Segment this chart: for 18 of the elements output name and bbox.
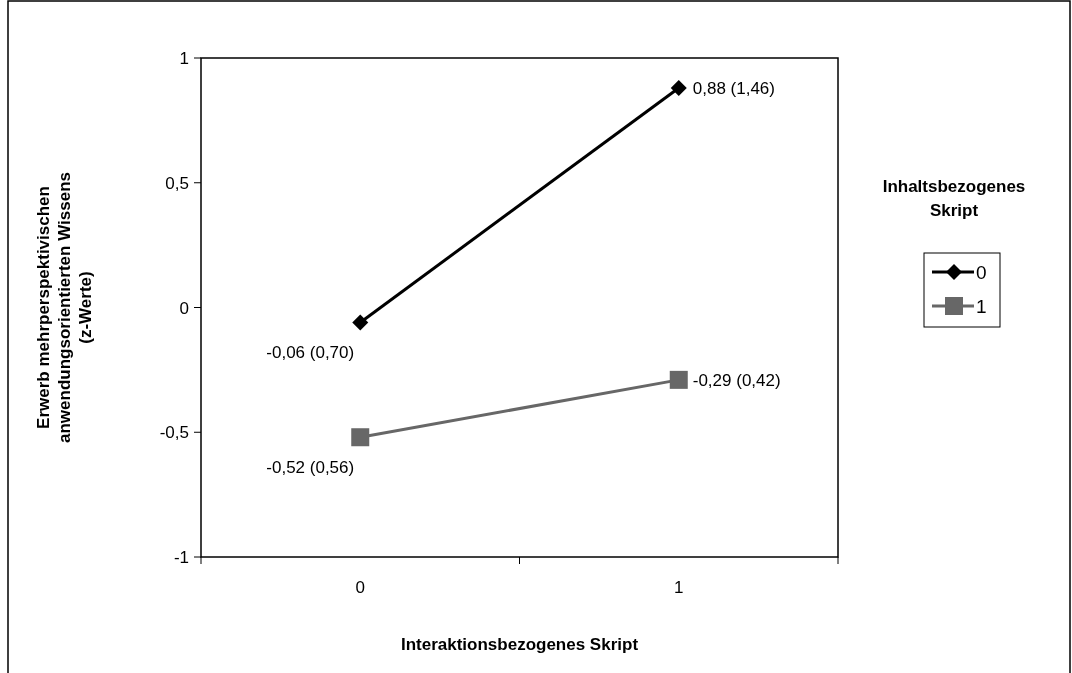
y-tick-label: -0,5	[159, 423, 189, 443]
y-tick-label: -1	[173, 548, 189, 567]
x-axis-title: Interaktionsbezogenes Skript	[400, 635, 639, 654]
point	[352, 314, 369, 331]
y-tick-label: 1	[179, 49, 189, 68]
data-label: -0,06 (0,70)	[266, 343, 355, 363]
data-label: -0,29 (0,42)	[692, 370, 781, 390]
y-axis-title: Erwerb mehrperspektivischen anwendungsorientierten Wissens (z-Werte)	[34, 172, 95, 443]
point	[670, 79, 687, 96]
legend-title: Inhaltsbezogenes Skript	[882, 177, 1026, 220]
data-label: -0,52 (0,56)	[266, 458, 355, 478]
legend-label: 1	[976, 296, 987, 317]
data-label: 0,88 (1,46)	[692, 78, 775, 98]
legend-label: 0	[976, 262, 987, 283]
y-tick-label: 0	[179, 298, 189, 318]
point	[351, 428, 370, 447]
point	[669, 370, 688, 389]
y-tick-label: 0,5	[165, 173, 189, 193]
